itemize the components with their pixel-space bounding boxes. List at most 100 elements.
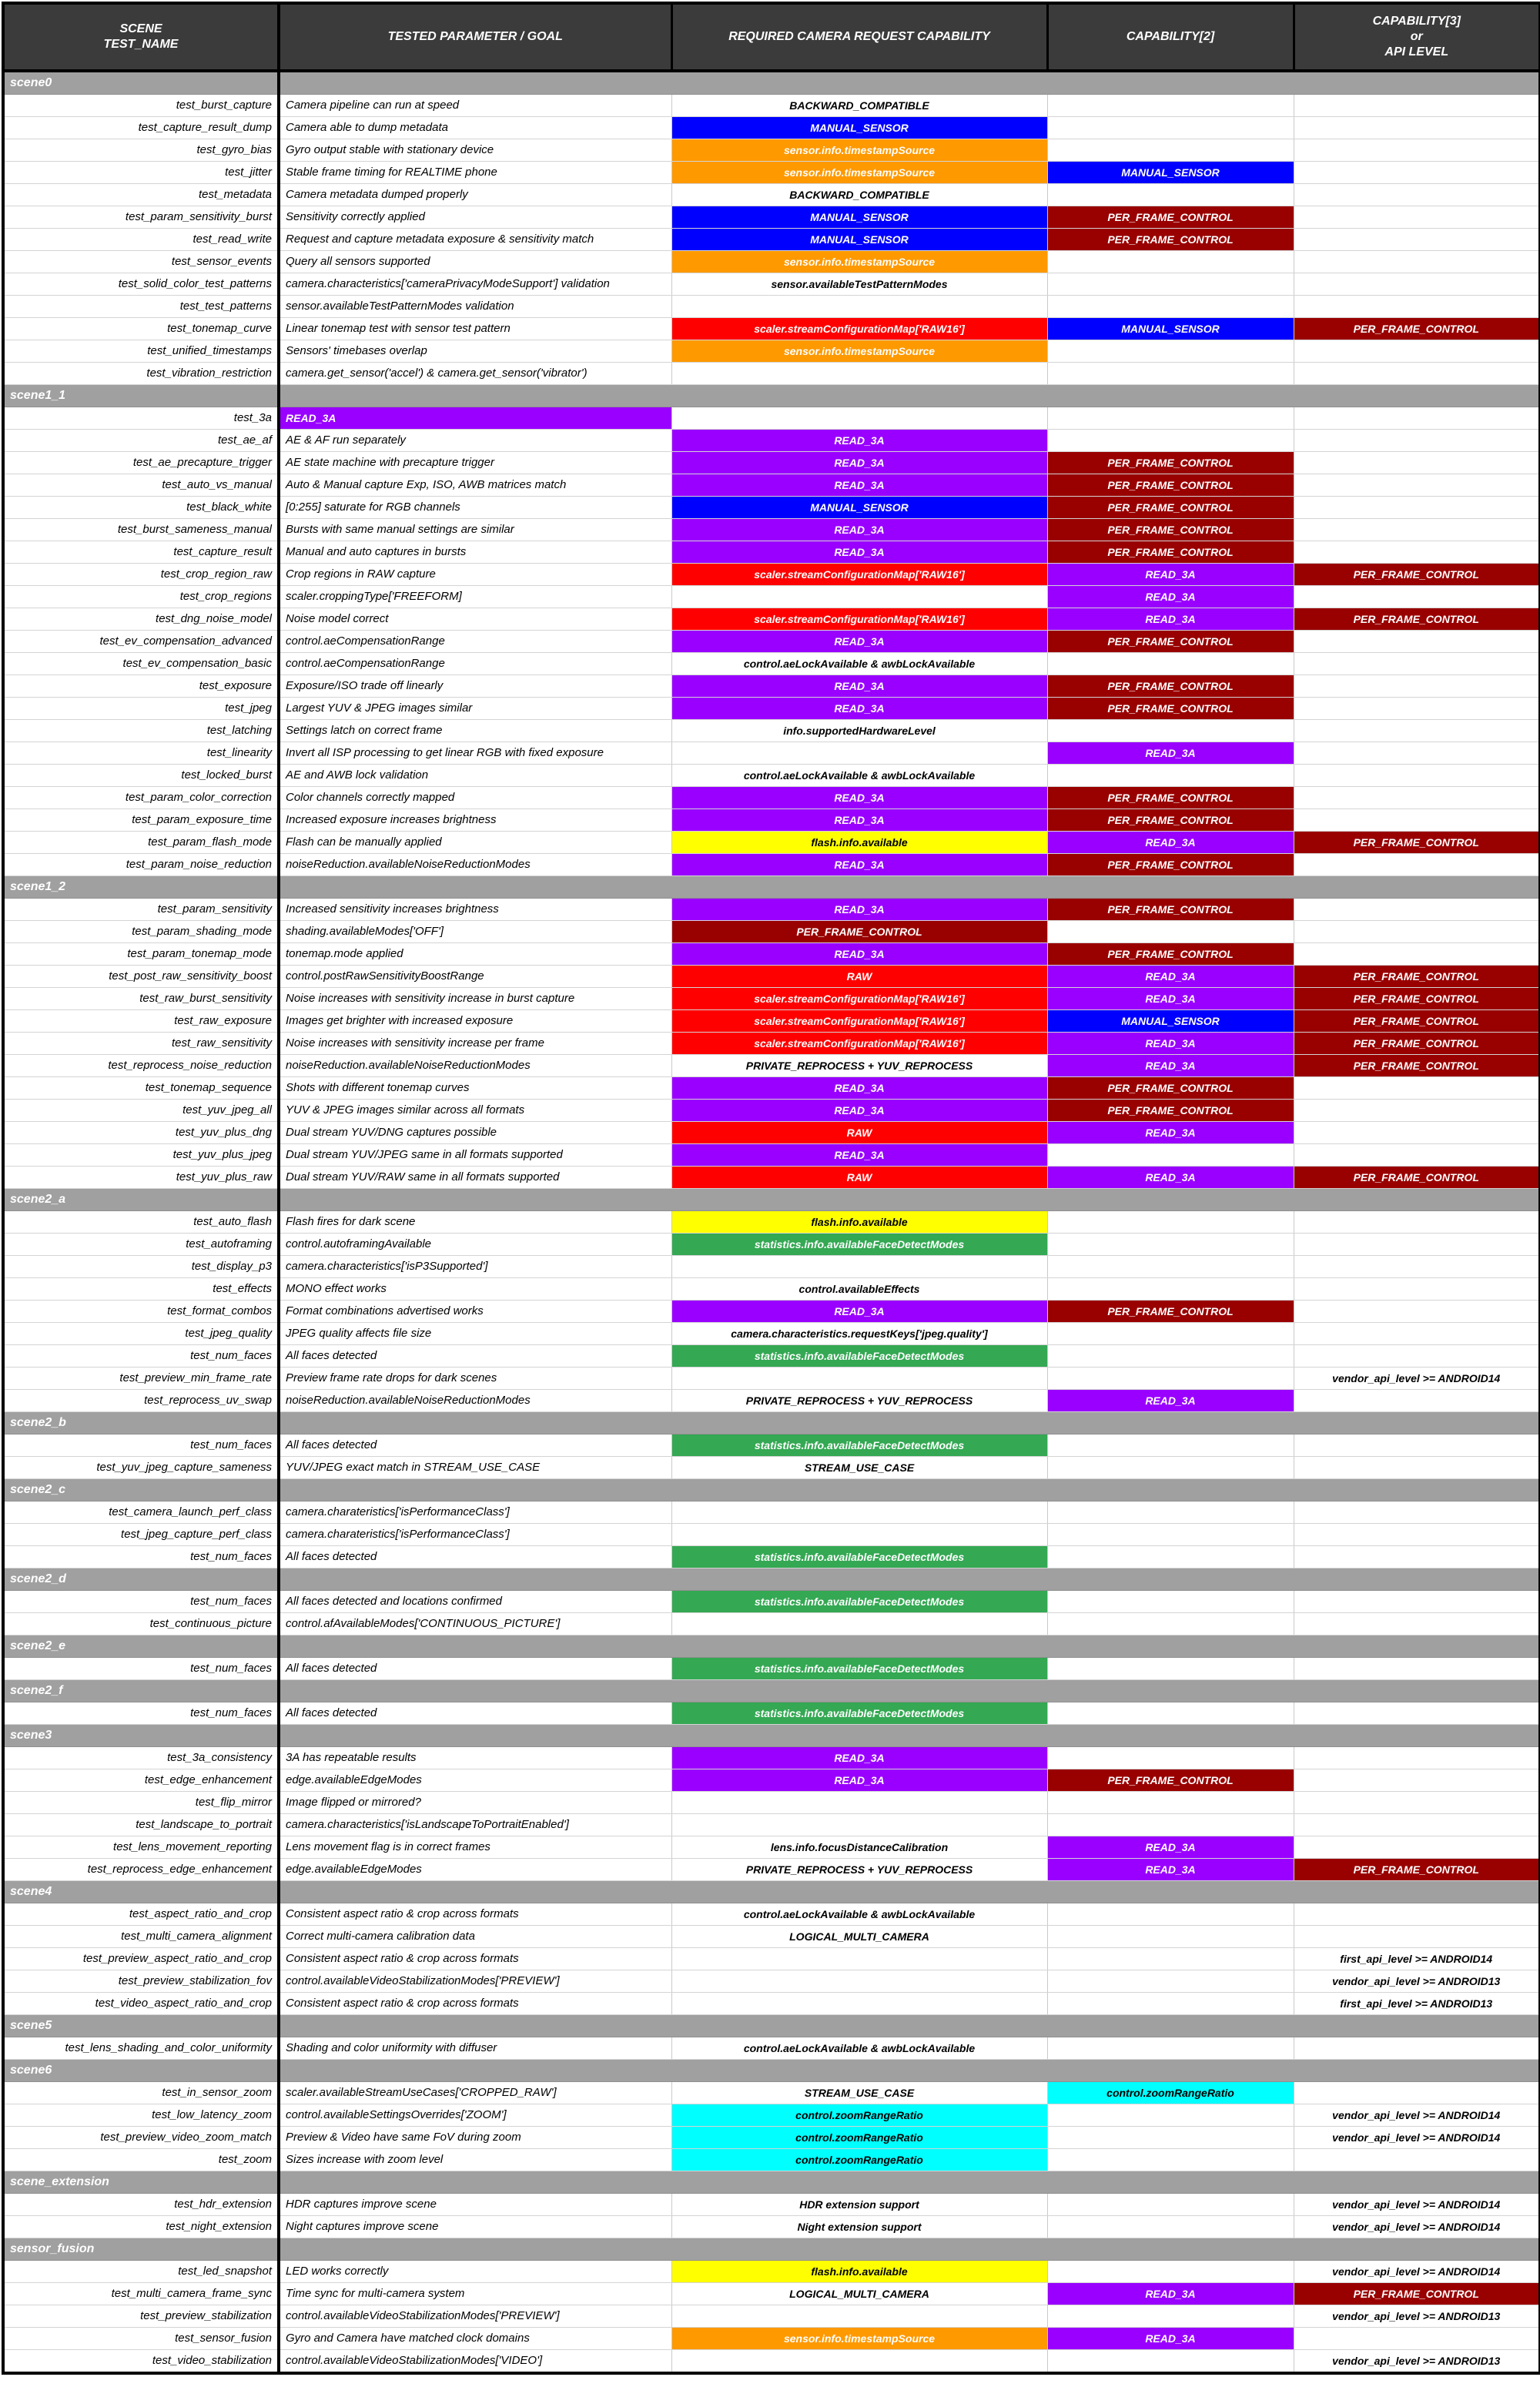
goal-cell: Consistent aspect ratio & crop across fo… [279, 1947, 672, 1970]
capability-cell-3 [1294, 94, 1540, 117]
test-row: test_tonemap_curve Linear tonemap test wi… [3, 317, 1540, 340]
capability-cell-2 [1047, 1702, 1294, 1725]
scene-name: scene2_e [3, 1635, 280, 1658]
scene-header-row: scene2_d [3, 1568, 1540, 1591]
goal-cell: Crop regions in RAW capture [279, 563, 672, 586]
capability-cell-3: PER_FRAME_CONTROL [1294, 2282, 1540, 2305]
capability-cell-2: READ_3A [1047, 1858, 1294, 1881]
scene-header-row: scene2_b [3, 1411, 1540, 1435]
test-row: test_led_snapshot LED works correctly flas… [3, 2260, 1540, 2283]
capability-cell-3 [1294, 1925, 1540, 1948]
capability-cell-2 [1047, 719, 1294, 742]
goal-cell: control.aeCompensationRange [279, 630, 672, 653]
capability-cell-2 [1047, 1903, 1294, 1926]
capability-cell-2 [1047, 1813, 1294, 1836]
capability-cell-2: READ_3A [1047, 1836, 1294, 1859]
test-name-cell: test_yuv_jpeg_capture_sameness [3, 1456, 280, 1479]
capability-cell-1: statistics.info.availableFaceDetectModes [671, 1434, 1048, 1457]
test-row: test_lens_movement_reporting Lens movemen… [3, 1836, 1540, 1859]
capability-cell-1: READ_3A [671, 518, 1048, 541]
capability-cell-1: info.supportedHardwareLevel [671, 719, 1048, 742]
capability-cell-2: READ_3A [1047, 1054, 1294, 1077]
header-scene-testname: SCENE TEST_NAME [3, 3, 280, 72]
capability-cell-3 [1294, 1612, 1540, 1635]
capability-cell-1: sensor.info.timestampSource [671, 2327, 1048, 2350]
test-row: test_low_latency_zoom control.availableSe… [3, 2104, 1540, 2127]
capability-cell-3 [1294, 340, 1540, 363]
goal-cell: Dual stream YUV/RAW same in all formats … [279, 1166, 672, 1189]
capability-cell-1: control.zoomRangeRatio [671, 2104, 1048, 2127]
test-name-cell: test_yuv_plus_jpeg [3, 1143, 280, 1167]
capability-cell-2 [1047, 1456, 1294, 1479]
test-name-cell: test_in_sensor_zoom [3, 2081, 280, 2104]
scene-header-fill [279, 1568, 1540, 1591]
goal-cell: All faces detected [279, 1657, 672, 1680]
test-name-cell: test_param_sensitivity_burst [3, 206, 280, 229]
capability-cell-2 [1047, 2037, 1294, 2060]
test-row: test_raw_burst_sensitivity Noise increase… [3, 987, 1540, 1010]
capability-cell-3 [1294, 1434, 1540, 1457]
scene-header-row: sensor_fusion [3, 2238, 1540, 2261]
goal-cell: All faces detected [279, 1545, 672, 1568]
capability-cell-1 [671, 1813, 1048, 1836]
goal-cell: control.availableVideoStabilizationModes… [279, 2349, 672, 2374]
goal-cell: Sensors' timebases overlap [279, 340, 672, 363]
capability-cell-3: PER_FRAME_CONTROL [1294, 1009, 1540, 1033]
goal-cell: Camera metadata dumped properly [279, 183, 672, 206]
capability-cell-3: vendor_api_level >= ANDROID14 [1294, 2126, 1540, 2149]
test-name-cell: test_capture_result_dump [3, 116, 280, 139]
capability-cell-2 [1047, 94, 1294, 117]
capability-cell-3 [1294, 1121, 1540, 1144]
test-row: test_ae_af AE & AF run separately READ_3A [3, 429, 1540, 452]
capability-cell-2 [1047, 1657, 1294, 1680]
goal-cell: Manual and auto captures in bursts [279, 541, 672, 564]
test-row: test_vibration_restriction camera.get_sen… [3, 362, 1540, 385]
goal-cell: YUV/JPEG exact match in STREAM_USE_CASE [279, 1456, 672, 1479]
test-name-cell: test_vibration_restriction [3, 362, 280, 385]
test-row: test_latching Settings latch on correct f… [3, 719, 1540, 742]
goal-cell: AE state machine with precapture trigger [279, 451, 672, 474]
test-name-cell: test_raw_exposure [3, 1009, 280, 1033]
capability-cell-1: READ_3A [671, 1099, 1048, 1122]
test-row: test_param_sensitivity_burst Sensitivity … [3, 206, 1540, 229]
test-row: test_locked_burst AE and AWB lock validat… [3, 764, 1540, 787]
test-name-cell: test_yuv_jpeg_all [3, 1099, 280, 1122]
goal-cell: All faces detected [279, 1344, 672, 1368]
test-row: test_param_tonemap_mode tonemap.mode appl… [3, 942, 1540, 966]
capability-cell-2 [1047, 340, 1294, 363]
test-name-cell: test_jpeg [3, 697, 280, 720]
goal-cell: control.availableVideoStabilizationModes… [279, 1970, 672, 1993]
capability-cell-2 [1047, 2148, 1294, 2171]
test-name-cell: test_preview_aspect_ratio_and_crop [3, 1947, 280, 1970]
test-row: test_preview_stabilization_fov control.av… [3, 1970, 1540, 1993]
capability-cell-1: PER_FRAME_CONTROL [671, 920, 1048, 943]
capability-cell-1 [671, 1255, 1048, 1278]
test-name-cell: test_crop_regions [3, 585, 280, 608]
capability-cell-1: RAW [671, 965, 1048, 988]
capability-cell-1: flash.info.available [671, 1210, 1048, 1234]
capability-cell-1: flash.info.available [671, 2260, 1048, 2283]
capability-cell-1: control.zoomRangeRatio [671, 2148, 1048, 2171]
capability-cell-3 [1294, 273, 1540, 296]
test-row: test_ae_precapture_trigger AE state machi… [3, 451, 1540, 474]
test-name-cell: test_reprocess_uv_swap [3, 1389, 280, 1412]
test-row: test_crop_regions scaler.croppingType['FR… [3, 585, 1540, 608]
capability-cell-2: PER_FRAME_CONTROL [1047, 474, 1294, 497]
test-name-cell: test_metadata [3, 183, 280, 206]
test-name-cell: test_multi_camera_alignment [3, 1925, 280, 1948]
capability-cell-2 [1047, 407, 1294, 430]
goal-cell: edge.availableEdgeModes [279, 1858, 672, 1881]
goal-cell: camera.charateristics['isPerformanceClas… [279, 1501, 672, 1524]
test-row: test_num_faces All faces detected statisti… [3, 1657, 1540, 1680]
capability-cell-1: PRIVATE_REPROCESS + YUV_REPROCESS [671, 1054, 1048, 1077]
test-row: test_3a_consistency 3A has repeatable res… [3, 1746, 1540, 1769]
test-name-cell: test_burst_sameness_manual [3, 518, 280, 541]
capability-cell-3 [1294, 139, 1540, 162]
capability-cell-1: statistics.info.availableFaceDetectModes [671, 1545, 1048, 1568]
goal-cell: scaler.croppingType['FREEFORM] [279, 585, 672, 608]
test-row: test_unified_timestamps Sensors' timebase… [3, 340, 1540, 363]
capability-cell-2 [1047, 1746, 1294, 1769]
scene-header-row: scene2_f [3, 1679, 1540, 1702]
test-row: test_yuv_jpeg_all YUV & JPEG images simil… [3, 1099, 1540, 1122]
goal-cell: Gyro output stable with stationary devic… [279, 139, 672, 162]
